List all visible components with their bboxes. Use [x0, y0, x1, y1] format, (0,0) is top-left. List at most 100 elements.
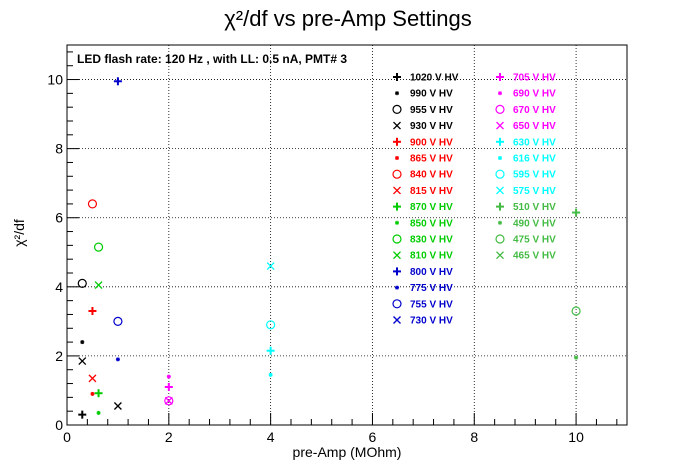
legend-item: 705 V HV [496, 73, 556, 84]
x-tick-label: 2 [165, 429, 173, 445]
legend-marker [393, 316, 401, 324]
legend-marker [496, 73, 504, 81]
data-point [266, 320, 276, 330]
data-point [113, 77, 122, 86]
legend-label: 575 V HV [513, 186, 556, 197]
legend-label: 865 V HV [410, 154, 453, 165]
legend-item: 800 V HV [393, 267, 453, 278]
plot-frame [66, 44, 628, 426]
data-point [94, 389, 103, 398]
legend-label: 630 V HV [513, 137, 556, 148]
legend-label: 990 V HV [410, 89, 453, 100]
data-point [268, 372, 273, 377]
x-tick-label: 0 [63, 429, 71, 445]
legend-label: 510 V HV [513, 202, 556, 213]
legend-marker [496, 202, 504, 211]
legend-marker [392, 299, 402, 309]
legend-marker [393, 73, 401, 81]
data-point [88, 307, 97, 315]
data-point [113, 402, 122, 410]
data-point [571, 306, 581, 316]
legend-marker [393, 137, 401, 146]
legend-label: 616 V HV [513, 154, 556, 165]
legend-marker [496, 121, 504, 130]
legend-marker [495, 169, 505, 179]
legend-item: 650 V HV [496, 121, 556, 132]
legend-label: 900 V HV [410, 137, 453, 148]
data-point [164, 383, 173, 391]
legend-item: 850 V HV [395, 218, 453, 229]
legend-item: 595 V HV [495, 169, 556, 181]
legend-label: 800 V HV [410, 267, 453, 278]
legend-item: 755 V HV [392, 299, 453, 310]
legend-marker [393, 202, 401, 211]
legend-label: 490 V HV [513, 218, 556, 229]
legend-label: 670 V HV [513, 105, 556, 116]
axis-ticks [66, 51, 618, 426]
data-point [94, 281, 103, 290]
data-points [77, 77, 581, 419]
legend-label: 595 V HV [513, 170, 556, 181]
data-point [80, 340, 85, 345]
legend-item: 465 V HV [496, 251, 556, 262]
x-tick-label: 6 [369, 429, 377, 445]
x-tick-label: 4 [267, 429, 275, 445]
legend-item: 490 V HV [498, 218, 556, 229]
legend-label: 475 V HV [513, 235, 556, 246]
legend-marker [392, 234, 402, 244]
legend-marker [393, 186, 401, 195]
legend-label: 810 V HV [410, 251, 453, 262]
legend-item: 955 V HV [392, 104, 453, 116]
data-point [166, 374, 171, 379]
legend-marker [395, 91, 399, 96]
legend-label: 850 V HV [410, 218, 453, 229]
legend-marker [496, 251, 504, 260]
legend-item: 930 V HV [393, 121, 453, 132]
data-point [113, 316, 123, 326]
legend-label: 650 V HV [513, 121, 556, 132]
y-tick-label: 2 [55, 348, 63, 364]
data-point [77, 278, 87, 288]
y-axis-label: χ²/df [11, 219, 27, 247]
y-tick-label: 10 [47, 72, 63, 88]
y-tick-label: 0 [55, 417, 63, 433]
legend-item: 830 V HV [392, 234, 453, 246]
legend-item: 990 V HV [395, 89, 453, 100]
legend-item: 840 V HV [392, 169, 453, 181]
legend-item: 810 V HV [393, 251, 453, 262]
legend-item: 575 V HV [496, 186, 556, 197]
data-point [78, 410, 87, 419]
legend-label: 1020 V HV [410, 73, 459, 84]
y-tick-label: 8 [55, 141, 63, 157]
data-point [266, 262, 275, 271]
data-point [164, 396, 174, 406]
data-point [87, 199, 98, 209]
tick-labels: 0 2 4 6 8 10 0 2 4 6 8 10 [47, 72, 584, 445]
legend-label: 775 V HV [410, 283, 453, 294]
legend-marker [393, 251, 401, 260]
legend-marker [395, 156, 399, 160]
legend-item: 900 V HV [393, 137, 453, 148]
data-point [88, 374, 97, 383]
legend-marker [395, 220, 399, 225]
data-point [574, 355, 579, 360]
legend-marker [496, 137, 504, 146]
legend-item: 670 V HV [495, 104, 556, 116]
legend-label: 755 V HV [410, 299, 453, 310]
chart-title: χ²/df vs pre-Amp Settings [224, 6, 472, 31]
legend: 1020 V HV 990 V HV 955 V HV 930 V HV 900 V H… [392, 73, 556, 327]
legend-label: 870 V HV [410, 202, 453, 213]
annotation-text: LED flash rate: 120 Hz , with LL: 0.5 nA… [77, 52, 347, 66]
legend-item: 865 V HV [395, 154, 453, 165]
legend-marker [495, 104, 505, 115]
data-point [115, 357, 120, 362]
data-point [78, 357, 87, 366]
legend-label: 930 V HV [410, 121, 453, 132]
data-point [96, 410, 101, 415]
legend-marker [393, 267, 401, 276]
legend-label: 705 V HV [513, 73, 556, 84]
legend-label: 690 V HV [513, 89, 556, 100]
legend-item: 475 V HV [495, 234, 556, 246]
legend-marker [498, 156, 502, 160]
